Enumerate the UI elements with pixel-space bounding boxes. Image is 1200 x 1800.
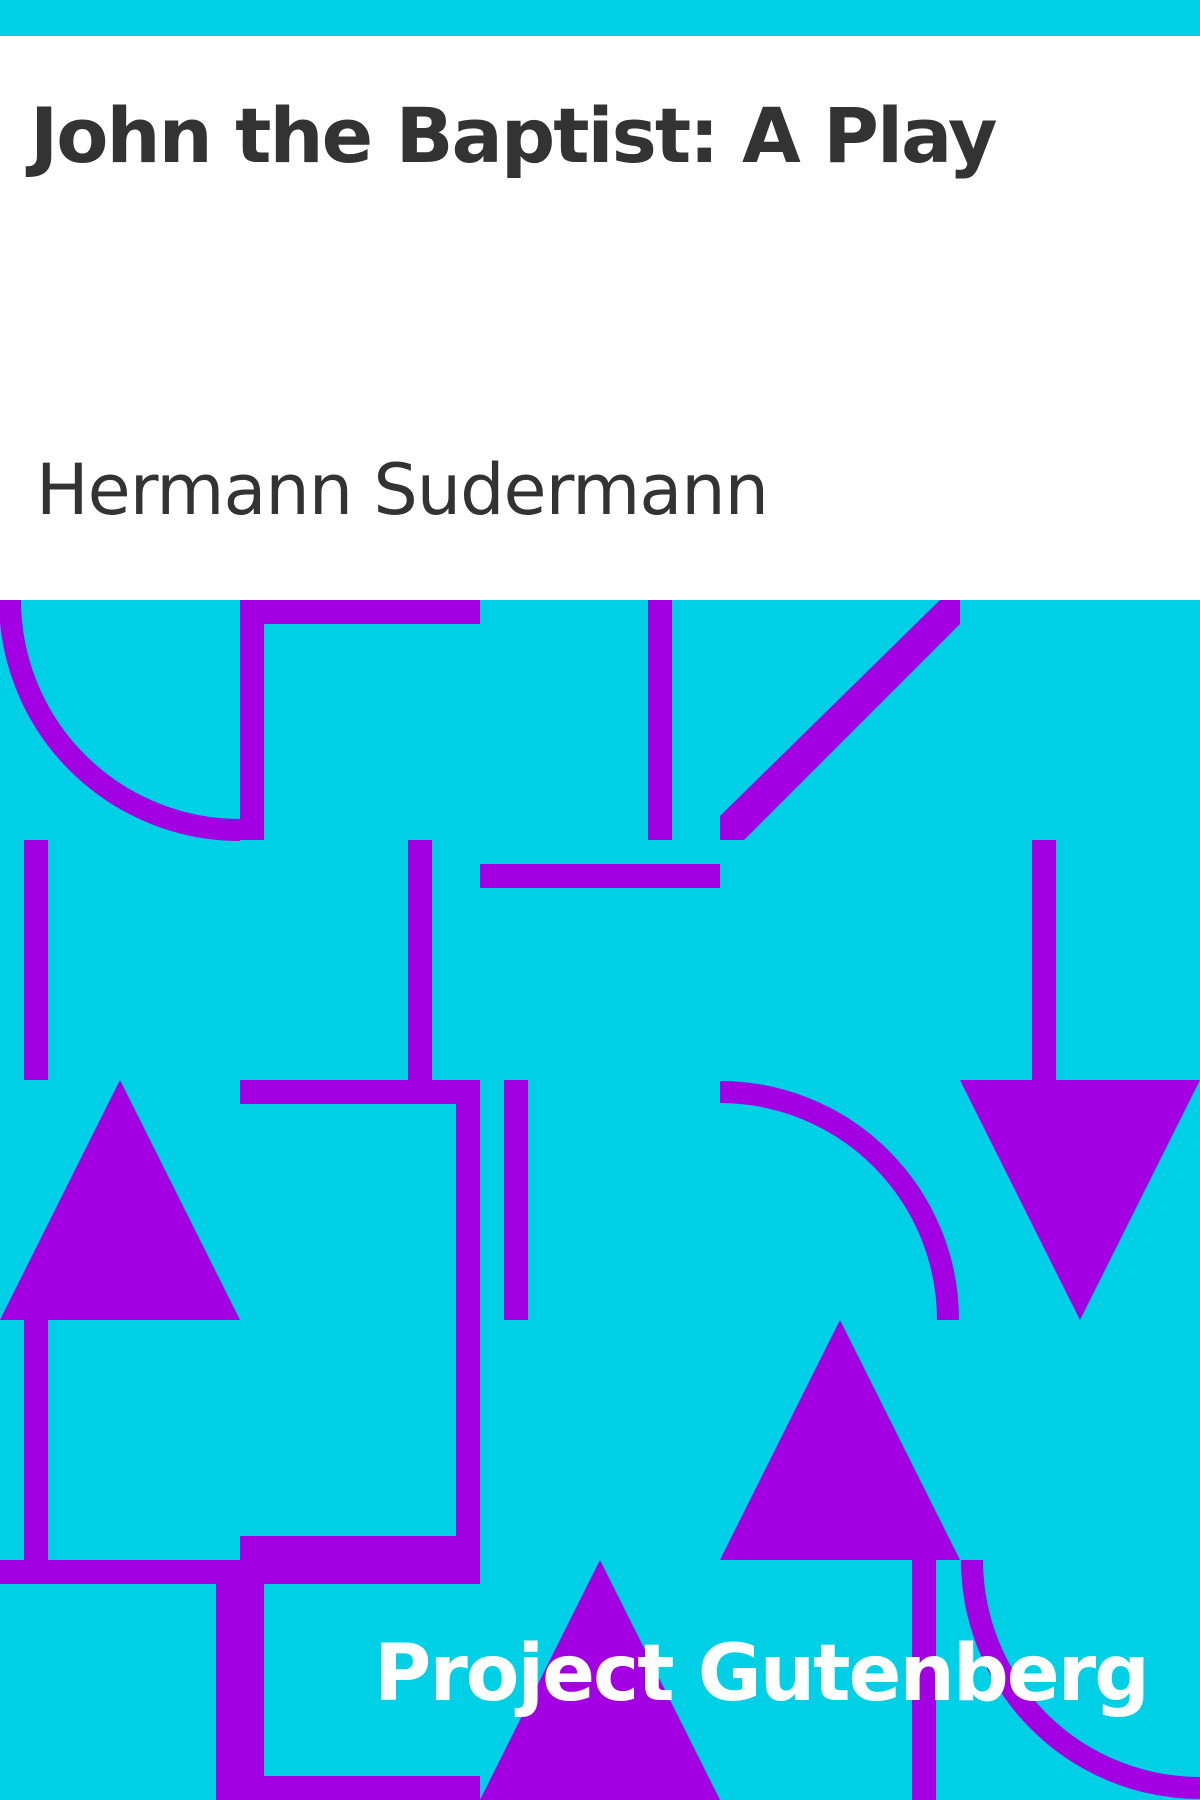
- vertical-bar: [24, 1320, 48, 1560]
- up-triangle-shape: [0, 1080, 240, 1320]
- up-triangle-shape: [720, 1320, 960, 1560]
- top-color-stripe: [0, 0, 1200, 36]
- bracket-bar: [240, 1080, 480, 1104]
- horizontal-bar: [480, 864, 720, 888]
- vertical-bar: [912, 1560, 936, 1800]
- book-author: Hermann Sudermann: [36, 449, 769, 531]
- quarter-arc-shape: [719, 1081, 959, 1321]
- up-triangle-shape: [480, 1560, 720, 1800]
- vertical-bar: [648, 600, 672, 840]
- quarter-arc-shape: [961, 1559, 1200, 1799]
- vertical-bar: [504, 1080, 528, 1320]
- bracket-bar: [240, 600, 264, 840]
- bracket-bar: [240, 1536, 480, 1560]
- quarter-arc-shape: [0, 600, 241, 841]
- publisher-label: Project Gutenberg: [374, 1629, 1150, 1719]
- vertical-bar: [24, 840, 48, 1080]
- diagonal-bar: [720, 600, 960, 840]
- down-triangle-shape: [960, 1080, 1200, 1320]
- book-title: John the Baptist: A Play: [30, 91, 998, 180]
- bracket-bar: [216, 1776, 480, 1800]
- title-panel: John the Baptist: A Play Hermann Suderma…: [0, 36, 1200, 600]
- bracket-bar: [216, 1560, 264, 1800]
- vertical-bar: [408, 840, 432, 1080]
- vertical-bar: [1032, 840, 1056, 1080]
- bracket-bar: [456, 1080, 480, 1560]
- bracket-bar: [240, 600, 480, 624]
